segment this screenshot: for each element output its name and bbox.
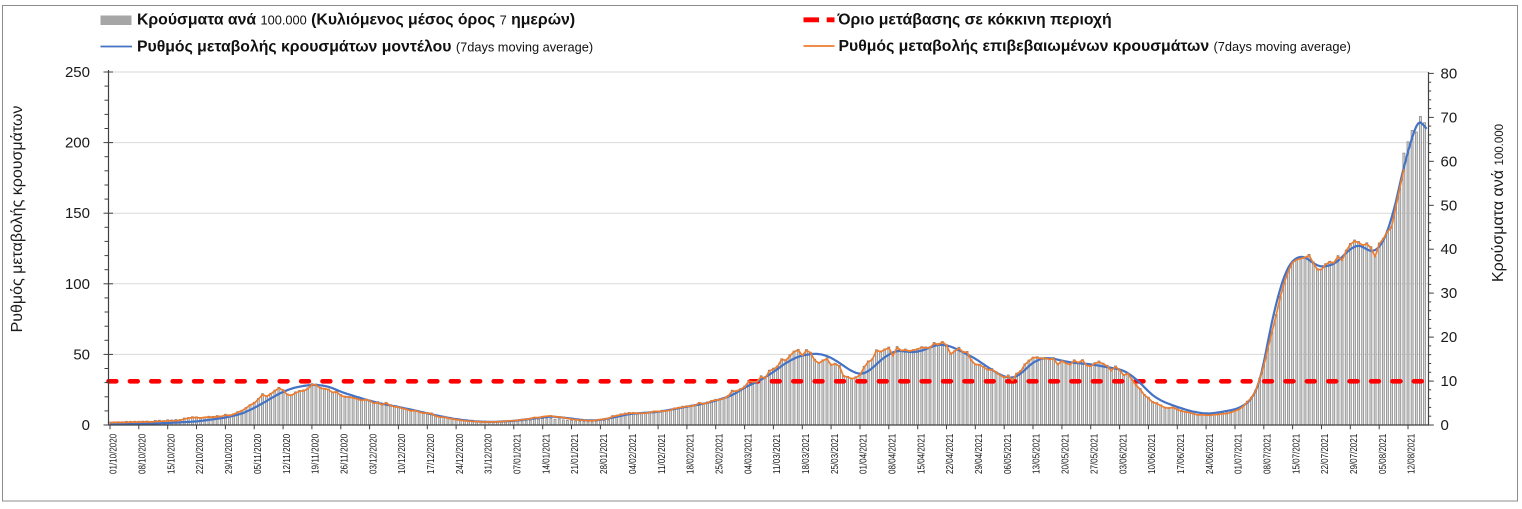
svg-text:15/04/2021: 15/04/2021 xyxy=(916,433,927,474)
svg-text:08/07/2021: 08/07/2021 xyxy=(1263,433,1274,474)
svg-text:200: 200 xyxy=(65,135,90,152)
svg-text:12/08/2021: 12/08/2021 xyxy=(1407,433,1418,474)
svg-text:17/12/2020: 17/12/2020 xyxy=(426,433,437,474)
svg-text:22/10/2020: 22/10/2020 xyxy=(195,433,206,474)
svg-text:50: 50 xyxy=(73,346,90,363)
svg-text:03/06/2021: 03/06/2021 xyxy=(1118,433,1129,474)
svg-text:01/07/2021: 01/07/2021 xyxy=(1234,433,1245,474)
svg-text:31/12/2020: 31/12/2020 xyxy=(484,433,495,474)
svg-text:07/01/2021: 07/01/2021 xyxy=(513,433,524,474)
svg-text:19/11/2020: 19/11/2020 xyxy=(311,433,322,474)
svg-text:0: 0 xyxy=(1441,417,1449,434)
svg-text:14/01/2021: 14/01/2021 xyxy=(541,433,552,474)
svg-text:04/02/2021: 04/02/2021 xyxy=(628,433,639,474)
svg-text:22/04/2021: 22/04/2021 xyxy=(945,433,956,474)
svg-text:22/07/2021: 22/07/2021 xyxy=(1320,433,1331,474)
svg-text:25/03/2021: 25/03/2021 xyxy=(830,433,841,474)
svg-text:150: 150 xyxy=(65,205,90,222)
svg-text:04/03/2021: 04/03/2021 xyxy=(743,433,754,474)
svg-text:26/11/2020: 26/11/2020 xyxy=(340,433,351,474)
svg-text:80: 80 xyxy=(1441,65,1458,82)
svg-text:05/08/2021: 05/08/2021 xyxy=(1378,433,1389,474)
svg-text:0: 0 xyxy=(82,417,90,434)
svg-text:Ρυθμός μεταβολής κρουσμάτων: Ρυθμός μεταβολής κρουσμάτων xyxy=(9,106,26,333)
svg-text:29/07/2021: 29/07/2021 xyxy=(1349,433,1360,474)
svg-text:24/12/2020: 24/12/2020 xyxy=(455,433,466,474)
svg-text:05/11/2020: 05/11/2020 xyxy=(253,433,264,474)
svg-text:03/12/2020: 03/12/2020 xyxy=(368,433,379,474)
svg-text:17/06/2021: 17/06/2021 xyxy=(1176,433,1187,474)
svg-text:21/01/2021: 21/01/2021 xyxy=(570,433,581,474)
svg-text:40: 40 xyxy=(1441,241,1458,258)
svg-text:10/06/2021: 10/06/2021 xyxy=(1147,433,1158,474)
svg-text:Ρυθμός μεταβολής επιβεβαιωμένω: Ρυθμός μεταβολής επιβεβαιωμένων κρουσμάτ… xyxy=(839,38,1351,55)
svg-text:28/01/2021: 28/01/2021 xyxy=(599,433,610,474)
svg-text:06/05/2021: 06/05/2021 xyxy=(1003,433,1014,474)
svg-text:15/07/2021: 15/07/2021 xyxy=(1291,433,1302,474)
svg-text:70: 70 xyxy=(1441,109,1458,126)
svg-text:12/11/2020: 12/11/2020 xyxy=(282,433,293,474)
svg-text:30: 30 xyxy=(1441,285,1458,302)
svg-text:11/02/2021: 11/02/2021 xyxy=(657,433,668,474)
svg-text:10: 10 xyxy=(1441,373,1458,390)
svg-text:100: 100 xyxy=(65,276,90,293)
svg-text:50: 50 xyxy=(1441,197,1458,214)
svg-text:Κρούσματα ανά 100.000 (Κυλιόμε: Κρούσματα ανά 100.000 (Κυλιόμενος μέσος … xyxy=(137,12,575,29)
svg-text:29/10/2020: 29/10/2020 xyxy=(224,433,235,474)
svg-text:27/05/2021: 27/05/2021 xyxy=(1089,433,1100,474)
svg-text:08/04/2021: 08/04/2021 xyxy=(888,433,899,474)
svg-text:29/04/2021: 29/04/2021 xyxy=(974,433,985,474)
svg-text:01/10/2020: 01/10/2020 xyxy=(109,433,120,474)
svg-text:Ρυθμός μεταβολής κρουσμάτων μο: Ρυθμός μεταβολής κρουσμάτων μοντέλου (7d… xyxy=(137,39,593,56)
svg-text:10/12/2020: 10/12/2020 xyxy=(397,433,408,474)
svg-text:20: 20 xyxy=(1441,329,1458,346)
svg-text:24/06/2021: 24/06/2021 xyxy=(1205,433,1216,474)
svg-text:250: 250 xyxy=(65,64,90,81)
svg-text:11/03/2021: 11/03/2021 xyxy=(772,433,783,474)
svg-text:60: 60 xyxy=(1441,153,1458,170)
svg-text:Όριο μετάβασης σε κόκκινη περι: Όριο μετάβασης σε κόκκινη περιοχή xyxy=(837,12,1112,29)
svg-text:18/02/2021: 18/02/2021 xyxy=(686,433,697,474)
svg-text:25/02/2021: 25/02/2021 xyxy=(714,433,725,474)
svg-text:08/10/2020: 08/10/2020 xyxy=(138,433,149,474)
svg-text:15/10/2020: 15/10/2020 xyxy=(166,433,177,474)
svg-text:18/03/2021: 18/03/2021 xyxy=(801,433,812,474)
svg-text:01/04/2021: 01/04/2021 xyxy=(859,433,870,474)
svg-text:20/05/2021: 20/05/2021 xyxy=(1061,433,1072,474)
svg-text:Κρούσματα ανά 100.000: Κρούσματα ανά 100.000 xyxy=(1490,124,1507,282)
svg-text:13/05/2021: 13/05/2021 xyxy=(1032,433,1043,474)
